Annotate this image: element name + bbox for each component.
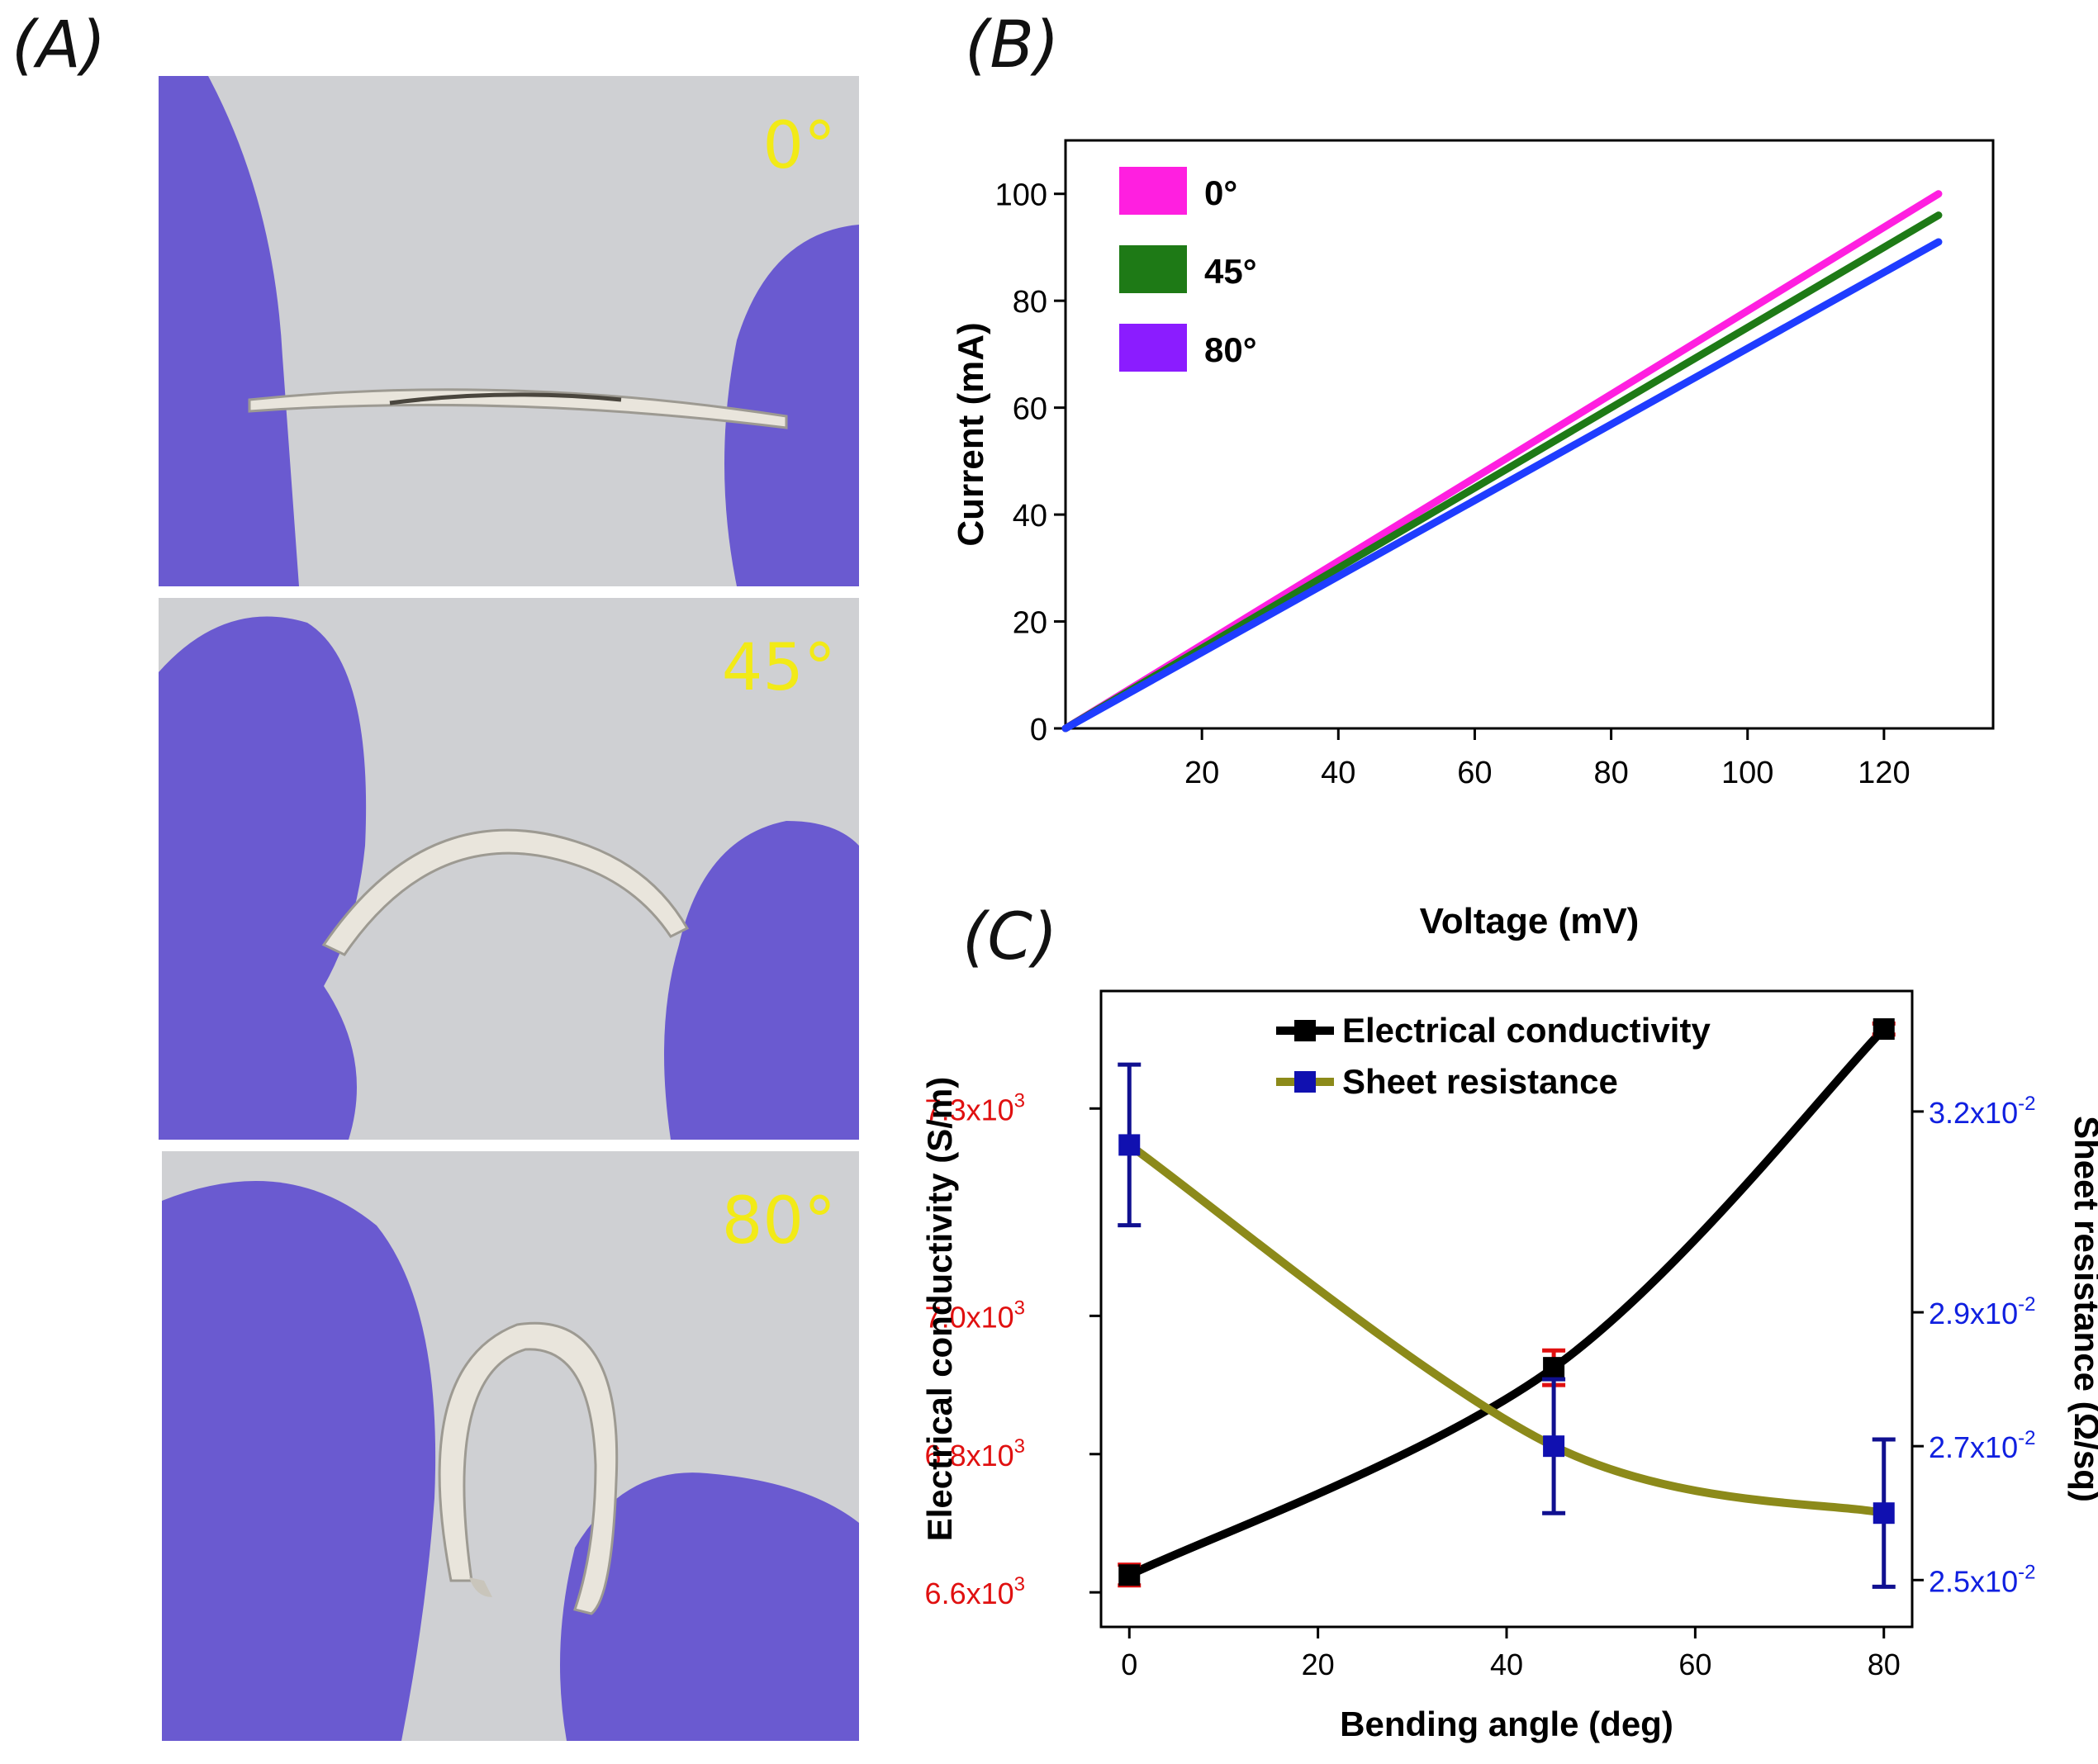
chart-b-y-tick-label: 20 (1013, 606, 1047, 641)
chart-c-x-tick-label: 20 (1302, 1648, 1335, 1681)
chart-b-x-tick-label: 100 (1721, 756, 1773, 790)
chart-c-marker-0 (1543, 1357, 1565, 1379)
chart-b-y-label: Current (mA) (951, 322, 991, 546)
chart-c-legend-label-0: Electrical conductivity (1342, 1011, 1711, 1050)
chart-c-marker-1 (1543, 1435, 1565, 1458)
chart-c-conductivity-resistance: 6.6x103 6.8x103 7.0x103 7.3x103 2.5x10-2 2.7… (925, 989, 2098, 1743)
photo-80-drawing (162, 1151, 859, 1741)
chart-b-y-tick-label: 40 (1013, 499, 1047, 533)
chart-c-left-tick-label: 7.3x103 (925, 1089, 1025, 1126)
chart-b-series-line-2 (1061, 238, 1943, 733)
photo-0-degree: 0° (159, 76, 859, 586)
chart-c-x-tick-label: 40 (1490, 1648, 1523, 1681)
chart-c-y-label-right: Sheet resistance (Ω/sq) (2067, 1116, 2098, 1502)
strip-bent-80 (438, 1321, 619, 1615)
chart-c-marker-1 (1873, 1502, 1895, 1525)
chart-c-right-tick-label: 2.9x10-2 (1929, 1293, 2035, 1330)
photo-80-degree: 80° (162, 1151, 859, 1741)
photo-0-drawing (159, 76, 859, 586)
angle-label-0: 0° (762, 109, 836, 183)
chart-c-x-tick-label: 0 (1121, 1648, 1137, 1681)
chart-c-series-line-1 (1127, 1141, 1885, 1518)
panel-label-a: (A) (12, 8, 107, 83)
strip-bent-45 (321, 828, 690, 956)
chart-c-left-tick-label: 6.6x103 (925, 1573, 1025, 1610)
glove-right (724, 225, 859, 586)
chart-b-legend-swatch-1 (1119, 245, 1187, 293)
chart-c-left-tick-label: 6.8x103 (925, 1435, 1025, 1472)
chart-c-right-tick-label: 3.2x10-2 (1929, 1093, 2035, 1130)
chart-b-x-tick-label: 80 (1593, 756, 1628, 790)
glove-right (664, 821, 859, 1140)
chart-b-legend-label-1: 45° (1204, 252, 1257, 291)
strip-coating (389, 392, 622, 405)
chart-c-x-tick-label: 60 (1678, 1648, 1711, 1681)
glove-right (560, 1472, 859, 1741)
glove-left (159, 76, 299, 586)
chart-c-marker-0 (1873, 1018, 1895, 1041)
glove-left (159, 616, 367, 1140)
chart-b-y-tick-label: 60 (1013, 392, 1047, 427)
angle-label-80: 80° (721, 1184, 836, 1259)
chart-c-legend-marker-0 (1294, 1020, 1316, 1041)
chart-c-x-label: Bending angle (deg) (1340, 1705, 1673, 1743)
photo-45-degree: 45° (159, 598, 859, 1140)
chart-b-x-tick-label: 60 (1457, 756, 1492, 790)
chart-b-x-label: Voltage (mV) (1420, 901, 1640, 941)
chart-b-series-line-1 (1061, 211, 1943, 733)
chart-c-series-line-0 (1127, 1026, 1887, 1579)
chart-b-y-tick-label: 100 (995, 178, 1047, 213)
chart-c-marker-1 (1118, 1134, 1141, 1156)
chart-b-frame (1064, 139, 1995, 730)
chart-b-legend-swatch-2 (1119, 324, 1187, 372)
chart-b-x-tick-label: 120 (1858, 756, 1910, 790)
chart-c-left-tick-label: 7.0x103 (925, 1297, 1025, 1334)
chart-c-right-tick-label: 2.7x10-2 (1929, 1427, 2035, 1464)
angle-label-45: 45° (721, 631, 836, 705)
chart-c-marker-0 (1118, 1564, 1141, 1586)
strip-flat (248, 388, 788, 429)
chart-c-legend-marker-1 (1294, 1071, 1316, 1093)
chart-b-x-tick-label: 40 (1321, 756, 1355, 790)
chart-c-right-tick-label: 2.5x10-2 (1929, 1561, 2035, 1598)
panel-label-c: (C) (962, 900, 1058, 974)
chart-b-y-tick-label: 80 (1013, 285, 1047, 320)
chart-b-y-tick-label: 0 (1030, 713, 1047, 747)
chart-c-y-label-left: Electrical conductivity (S/m) (925, 1077, 959, 1542)
chart-c-x-tick-label: 80 (1868, 1648, 1901, 1681)
glove-left (162, 1181, 436, 1741)
chart-b-x-tick-label: 20 (1184, 756, 1219, 790)
photo-45-drawing (159, 598, 859, 1140)
chart-b-iv-curves: 0 20 40 60 80 100 20 40 60 80 100 120 0° 45° 80° Vol… (951, 139, 1995, 941)
chart-b-legend-label-2: 80° (1204, 330, 1257, 369)
chart-b-legend-swatch-0 (1119, 167, 1187, 215)
chart-c-legend-label-1: Sheet resistance (1342, 1062, 1618, 1101)
panel-label-b: (B) (965, 8, 1060, 83)
chart-b-legend-label-0: 0° (1204, 173, 1237, 212)
